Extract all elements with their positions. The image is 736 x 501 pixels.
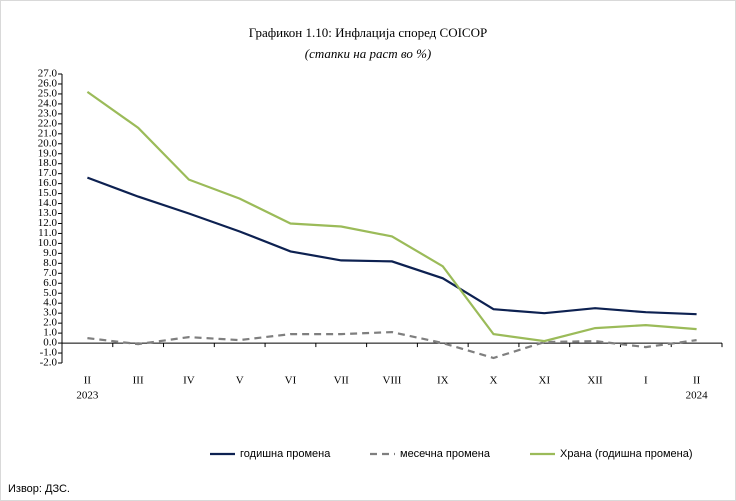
y-tick-label: 0.0	[43, 337, 57, 349]
y-tick-label: 13.0	[38, 207, 58, 219]
x-tick-label: IV	[183, 375, 195, 387]
y-tick-label: 5.0	[43, 287, 57, 299]
y-tick-label: 18.0	[38, 157, 58, 169]
x-tick-label: II	[693, 375, 701, 387]
legend-label: Храна (годишна промена)	[560, 448, 693, 460]
y-tick-label: 17.0	[38, 167, 58, 179]
y-tick-label: -1.0	[40, 347, 58, 359]
x-tick-label: I	[644, 375, 648, 387]
x-year-label: 2023	[76, 390, 99, 402]
x-tick-label: III	[133, 375, 144, 387]
y-tick-label: 19.0	[38, 147, 58, 159]
series-line	[87, 330, 697, 360]
y-tick-label: 25.0	[38, 87, 58, 99]
legend-label: месечна промена	[400, 448, 491, 460]
y-tick-label: 23.0	[38, 107, 58, 119]
x-tick-label: VIII	[383, 375, 402, 387]
y-tick-label: 7.0	[43, 267, 57, 279]
y-tick-label: -2.0	[40, 357, 58, 369]
x-tick-label: IX	[437, 375, 449, 387]
y-tick-label: 20.0	[38, 137, 58, 149]
y-tick-label: 15.0	[38, 187, 58, 199]
x-tick-label: X	[490, 375, 498, 387]
series-line	[87, 176, 697, 316]
source-note: Извор: ДЗС.	[8, 483, 70, 495]
y-tick-label: 1.0	[43, 327, 57, 339]
x-tick-label: XI	[539, 375, 551, 387]
y-tick-label: 24.0	[38, 97, 58, 109]
x-tick-label: II	[84, 375, 92, 387]
y-tick-label: 27.0	[38, 68, 58, 80]
y-tick-label: 3.0	[43, 307, 57, 319]
legend-label: годишна промена	[240, 448, 331, 460]
y-tick-label: 8.0	[43, 257, 57, 269]
x-tick-label: V	[236, 375, 244, 387]
y-tick-label: 26.0	[38, 77, 58, 89]
chart-title: Графикон 1.10: Инфлација според COICOP	[249, 25, 487, 40]
y-tick-label: 4.0	[43, 297, 57, 309]
y-tick-label: 9.0	[43, 247, 57, 259]
y-tick-label: 2.0	[43, 317, 57, 329]
y-tick-label: 22.0	[38, 117, 58, 129]
y-tick-label: 16.0	[38, 177, 58, 189]
x-tick-label: VII	[334, 375, 350, 387]
x-year-label: 2024	[686, 390, 709, 402]
x-tick-label: VI	[285, 375, 297, 387]
y-tick-label: 11.0	[38, 227, 57, 239]
y-tick-label: 21.0	[38, 127, 58, 139]
y-tick-label: 14.0	[38, 197, 58, 209]
y-tick-label: 6.0	[43, 277, 57, 289]
x-tick-label: XII	[587, 375, 603, 387]
y-tick-label: 10.0	[38, 237, 58, 249]
y-tick-label: 12.0	[38, 217, 58, 229]
series-line	[86, 91, 697, 343]
chart-subtitle: (стапки на раст во %)	[305, 46, 431, 61]
